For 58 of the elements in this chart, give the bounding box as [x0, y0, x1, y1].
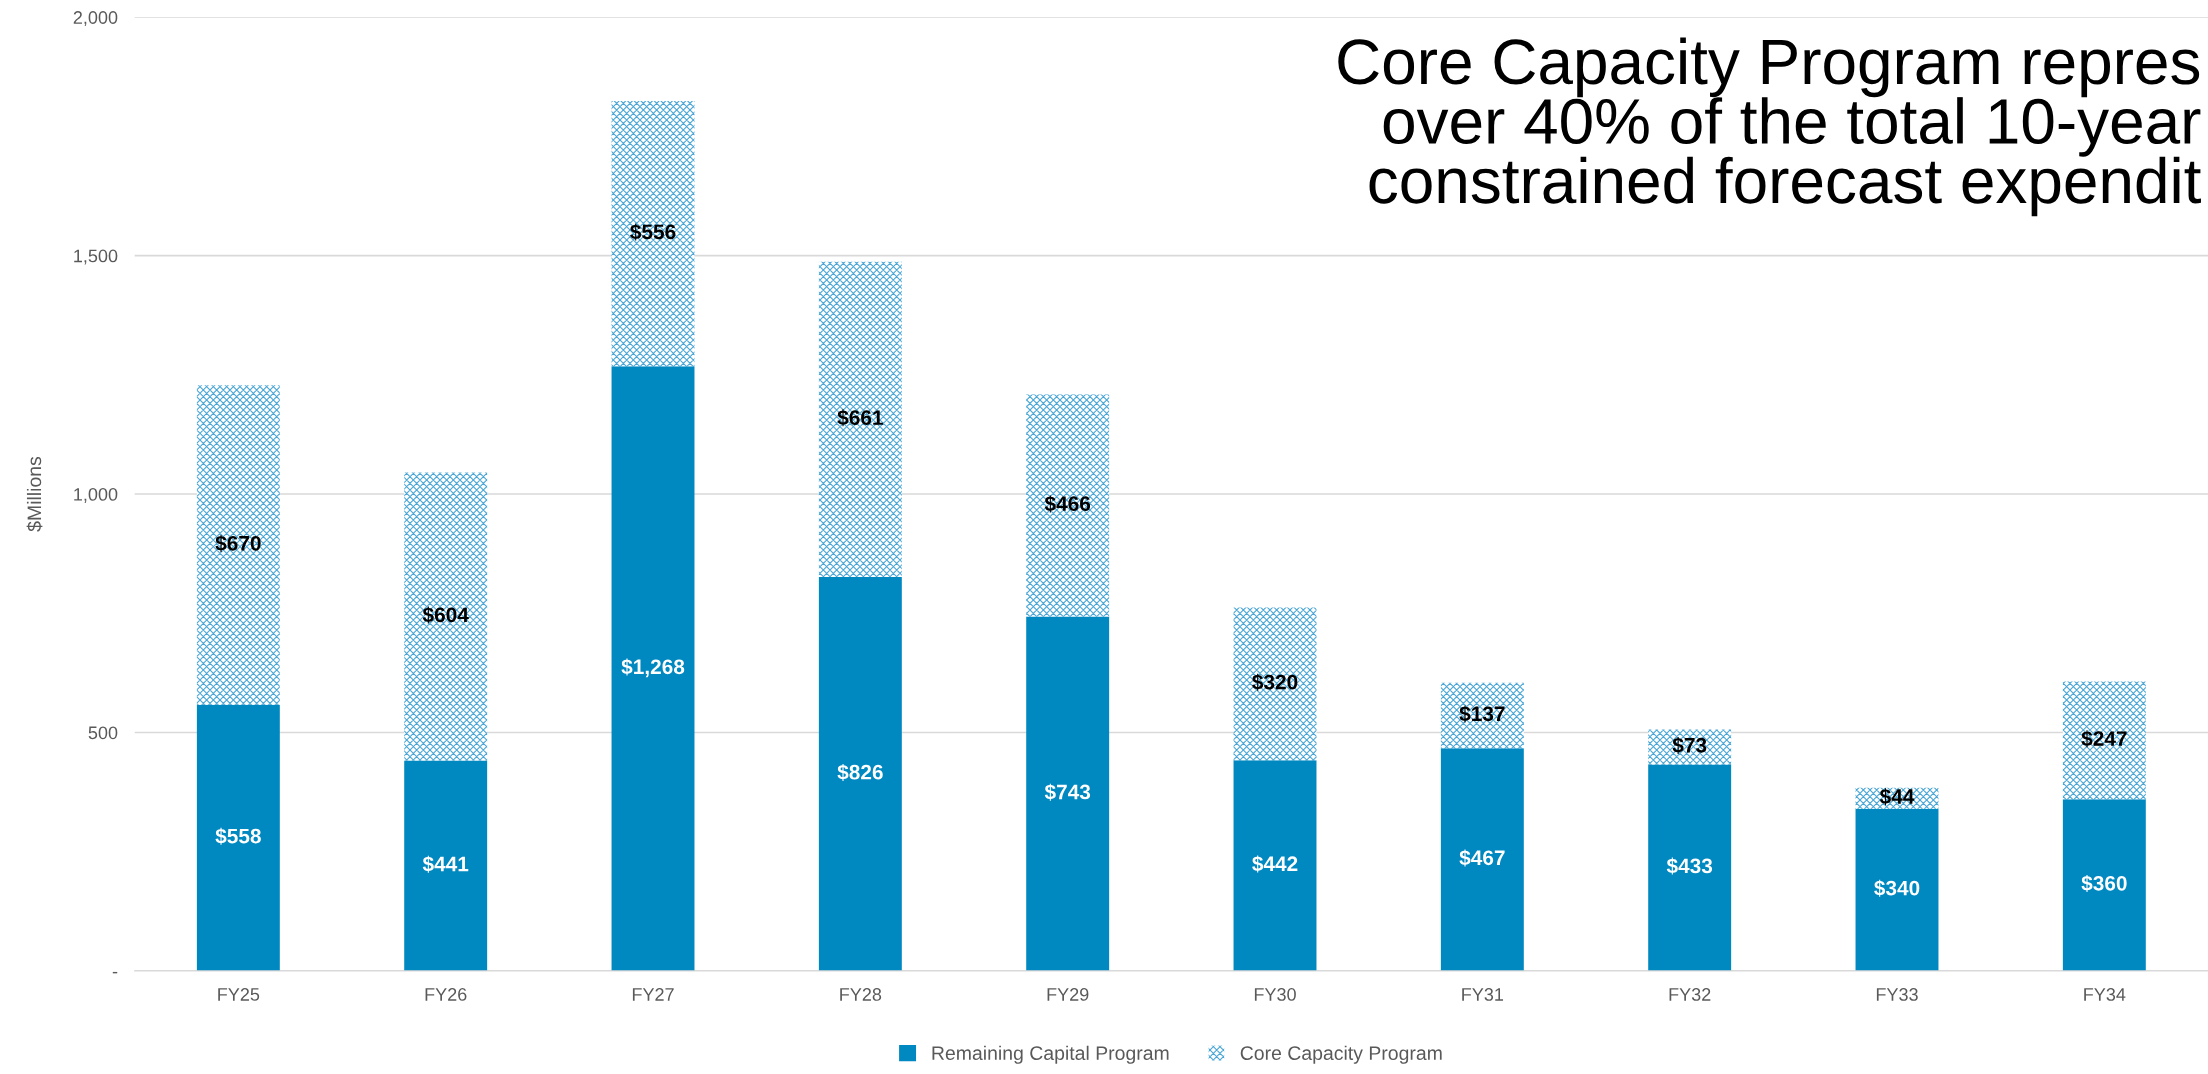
- data-label: $320: [1252, 673, 1298, 691]
- x-tick-label: FY31: [1462, 988, 1504, 1001]
- bar: [1648, 729, 1732, 765]
- bar: [1440, 748, 1524, 971]
- x-tick-label: FY33: [1876, 988, 1918, 1001]
- data-label: $137: [1459, 705, 1505, 723]
- bar: [2062, 799, 2146, 971]
- data-label: $441: [422, 855, 469, 873]
- legend-label: Core Capacity Program: [1240, 1045, 1442, 1064]
- data-label: $340: [1874, 879, 1920, 897]
- y-tick-label: 500: [88, 726, 118, 740]
- x-tick-label: FY34: [2084, 988, 2126, 1001]
- x-tick-label: FY30: [1254, 988, 1296, 1001]
- bar: [1855, 808, 1939, 971]
- data-label: $467: [1459, 849, 1505, 867]
- data-label: $826: [837, 763, 883, 781]
- data-label: $558: [215, 827, 261, 845]
- x-tick-label: FY26: [425, 988, 467, 1001]
- legend-label: Remaining Capital Program: [932, 1045, 1169, 1064]
- bar: [818, 577, 902, 971]
- bar: [1440, 682, 1524, 749]
- x-tick-label: FY25: [218, 988, 260, 1001]
- data-label: $247: [2081, 730, 2127, 748]
- bar: [1233, 607, 1317, 761]
- data-label: $442: [1252, 855, 1298, 873]
- x-tick-label: FY32: [1669, 988, 1711, 1001]
- bar: [611, 366, 695, 971]
- data-label: $661: [837, 409, 883, 427]
- y-tick-label: 1,000: [74, 487, 118, 503]
- x-tick-label: FY29: [1047, 988, 1089, 1001]
- data-label: $44: [1879, 788, 1915, 806]
- y-tick-label: -: [112, 971, 118, 974]
- data-label: $670: [215, 534, 261, 552]
- data-label: $556: [630, 223, 676, 241]
- bar: [1026, 394, 1110, 617]
- bar: [611, 101, 695, 367]
- bar: [404, 472, 488, 761]
- y-tick-label: 2,000: [73, 11, 118, 27]
- annotation: Core Capacity Program repres over 40% of the total 10-year constrained forecast expendit: [1338, 37, 2201, 217]
- bar: [196, 385, 280, 705]
- data-label: $73: [1672, 736, 1707, 754]
- bar: [2062, 681, 2146, 800]
- bar: [196, 704, 280, 971]
- data-label: $604: [422, 606, 469, 624]
- bar: [404, 760, 488, 971]
- bar: [1648, 764, 1732, 971]
- bar: [1233, 760, 1317, 971]
- data-label: $1,268: [621, 658, 685, 678]
- x-tick-label: FY27: [632, 988, 674, 1001]
- x-tick-label: FY28: [840, 988, 882, 1001]
- y-axis-title: $Millions: [26, 456, 43, 532]
- y-tick-label: 1,500: [74, 249, 118, 265]
- data-label: $743: [1044, 783, 1091, 801]
- data-label: $433: [1666, 857, 1713, 875]
- bar: [818, 261, 902, 578]
- data-label: $466: [1044, 495, 1091, 513]
- data-label: $360: [2081, 874, 2127, 892]
- bar: [1026, 616, 1110, 971]
